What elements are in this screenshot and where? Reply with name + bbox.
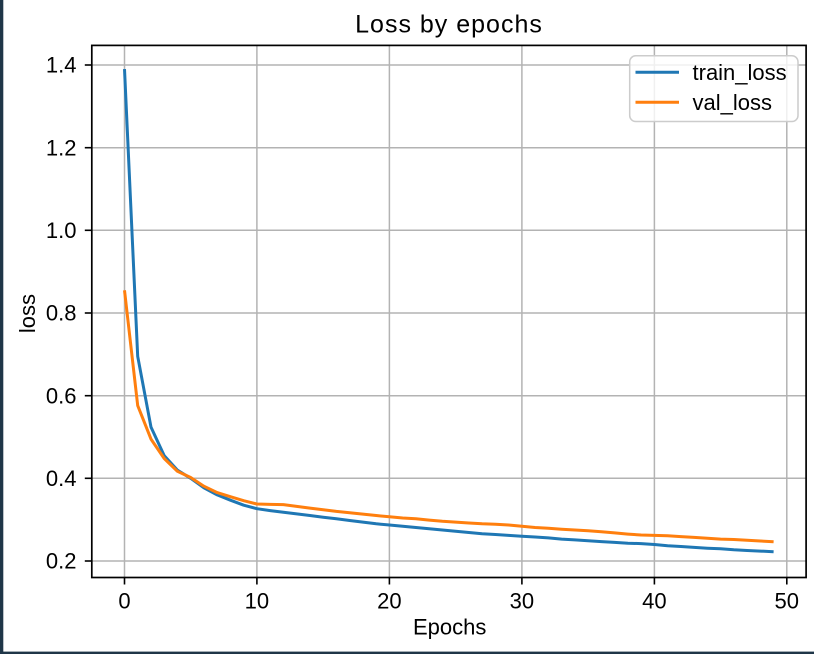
svg-text:0.6: 0.6	[46, 383, 77, 408]
svg-text:Loss by epochs: Loss by epochs	[355, 11, 543, 39]
svg-text:1.0: 1.0	[46, 218, 77, 243]
svg-text:val_loss: val_loss	[693, 90, 772, 115]
svg-text:0.4: 0.4	[46, 466, 77, 491]
svg-text:1.4: 1.4	[46, 53, 77, 78]
svg-text:train_loss: train_loss	[693, 60, 787, 85]
svg-text:loss: loss	[15, 294, 40, 333]
svg-text:Epochs: Epochs	[413, 614, 486, 639]
svg-text:10: 10	[245, 588, 269, 613]
svg-text:30: 30	[510, 588, 534, 613]
svg-text:0.8: 0.8	[46, 301, 77, 326]
svg-text:0.2: 0.2	[46, 549, 77, 574]
svg-text:0: 0	[118, 588, 130, 613]
svg-text:50: 50	[775, 588, 799, 613]
svg-text:40: 40	[642, 588, 666, 613]
svg-text:1.2: 1.2	[46, 135, 77, 160]
svg-text:20: 20	[377, 588, 401, 613]
